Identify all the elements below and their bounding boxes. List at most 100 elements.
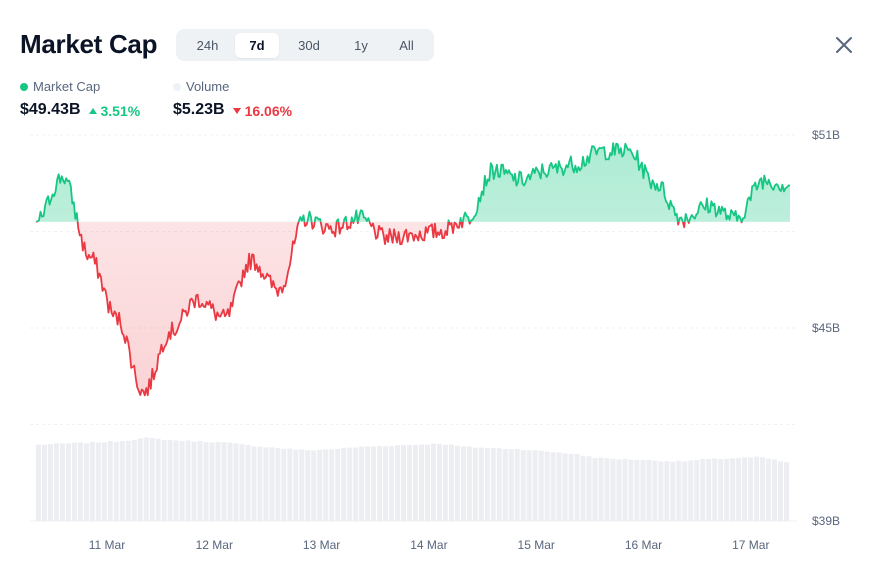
volume-bar bbox=[514, 448, 520, 521]
volume-bar bbox=[694, 459, 700, 521]
volume-bar bbox=[131, 439, 137, 521]
volume-bar bbox=[173, 440, 179, 521]
volume-bar bbox=[161, 440, 167, 521]
volume-bar bbox=[137, 438, 143, 521]
volume-bar bbox=[616, 459, 622, 521]
volume-bar bbox=[263, 447, 269, 521]
volume-bar bbox=[610, 458, 616, 521]
volume-bar bbox=[520, 450, 526, 521]
volume-bar bbox=[287, 448, 293, 521]
volume-change: 16.06% bbox=[232, 103, 293, 119]
volume-bar bbox=[640, 460, 646, 521]
volume-bar bbox=[113, 442, 119, 521]
volume-bar bbox=[305, 450, 311, 521]
y-tick-label: $45B bbox=[812, 321, 840, 335]
volume-bar bbox=[53, 443, 59, 521]
volume-bar bbox=[317, 449, 323, 521]
volume-bar bbox=[586, 456, 592, 521]
volume-bar bbox=[628, 459, 634, 521]
tab-24h[interactable]: 24h bbox=[196, 37, 219, 53]
volume-bar bbox=[281, 448, 287, 521]
volume-bar bbox=[407, 444, 412, 521]
volume-bar bbox=[718, 459, 724, 521]
page-title: Market Cap bbox=[20, 29, 158, 59]
volume-bar bbox=[478, 447, 484, 521]
market-cap-change: 3.51% bbox=[88, 103, 140, 119]
volume-bar bbox=[568, 453, 574, 521]
x-tick-label: 15 Mar bbox=[518, 538, 555, 552]
volume-bar bbox=[179, 441, 185, 521]
volume-bar bbox=[712, 458, 718, 521]
volume-bar bbox=[730, 458, 736, 521]
volume-bar bbox=[574, 453, 580, 521]
volume-bar bbox=[748, 457, 754, 521]
volume-bar bbox=[389, 446, 395, 521]
volume-bar bbox=[341, 447, 347, 521]
volume-bar bbox=[724, 458, 730, 521]
volume-bar bbox=[472, 447, 478, 521]
volume-bar bbox=[550, 452, 556, 521]
volume-bar bbox=[598, 457, 604, 521]
volume-bar bbox=[646, 459, 652, 521]
market-cap-dot-icon bbox=[20, 82, 28, 91]
price-area bbox=[36, 143, 790, 396]
x-axis-ticks: 11 Mar 12 Mar 13 Mar 14 Mar 15 Mar 16 Mar 17 M… bbox=[89, 538, 770, 552]
volume-bar bbox=[466, 446, 472, 521]
volume-bar bbox=[101, 442, 107, 521]
volume-bar bbox=[634, 460, 640, 521]
volume-bar bbox=[442, 444, 448, 521]
price-area-down bbox=[36, 221, 742, 396]
volume-bar bbox=[448, 444, 454, 521]
volume-bar bbox=[454, 445, 460, 521]
tab-7d[interactable]: 7d bbox=[235, 32, 279, 58]
price-line-up bbox=[35, 142, 790, 222]
volume-bar bbox=[143, 437, 149, 521]
volume-bar bbox=[670, 461, 676, 521]
x-tick-label: 11 Mar bbox=[89, 538, 125, 552]
volume-bar bbox=[484, 448, 490, 521]
volume-bar bbox=[47, 444, 53, 521]
volume-bar bbox=[311, 450, 317, 521]
volume-bar bbox=[371, 446, 377, 521]
volume-bar bbox=[257, 446, 263, 521]
volume-stat: $5.23B 16.06% bbox=[173, 101, 292, 119]
volume-bar bbox=[125, 440, 131, 521]
volume-bar bbox=[706, 458, 712, 521]
volume-bar bbox=[239, 444, 245, 521]
caret-up-icon bbox=[88, 108, 97, 114]
price-line-down bbox=[35, 221, 743, 397]
volume-bar bbox=[490, 447, 496, 521]
volume-bar bbox=[754, 456, 760, 521]
volume-bar bbox=[383, 446, 389, 521]
volume-bar bbox=[496, 448, 502, 521]
volume-bar bbox=[359, 446, 365, 521]
volume-dot-icon bbox=[173, 82, 181, 91]
volume-bar bbox=[395, 445, 401, 521]
volume-bar bbox=[215, 441, 221, 521]
volume-bar bbox=[502, 448, 508, 521]
volume-bar bbox=[784, 462, 789, 521]
tab-30d[interactable]: 30d bbox=[298, 37, 320, 53]
volume-bar bbox=[460, 446, 466, 521]
tab-1y[interactable]: 1y bbox=[354, 37, 368, 53]
tab-all[interactable]: All bbox=[399, 37, 414, 53]
volume-bar bbox=[436, 444, 442, 521]
volume-bar bbox=[424, 444, 430, 521]
volume-bar bbox=[742, 457, 748, 521]
volume-bar bbox=[604, 458, 610, 521]
volume-bar bbox=[556, 452, 562, 521]
volume-bar bbox=[209, 442, 215, 521]
volume-bar bbox=[149, 438, 155, 521]
volume-change-value: 16.06% bbox=[244, 103, 293, 119]
volume-bar bbox=[592, 458, 598, 521]
volume-bar bbox=[329, 449, 335, 521]
volume-bar bbox=[167, 439, 173, 521]
volume-bar bbox=[95, 442, 101, 521]
volume-bar bbox=[401, 445, 407, 521]
volume-bar bbox=[508, 449, 514, 521]
volume-bar bbox=[185, 440, 191, 521]
close-icon[interactable] bbox=[834, 35, 854, 55]
volume-bar bbox=[772, 459, 778, 521]
x-tick-label: 14 Mar bbox=[410, 538, 447, 552]
